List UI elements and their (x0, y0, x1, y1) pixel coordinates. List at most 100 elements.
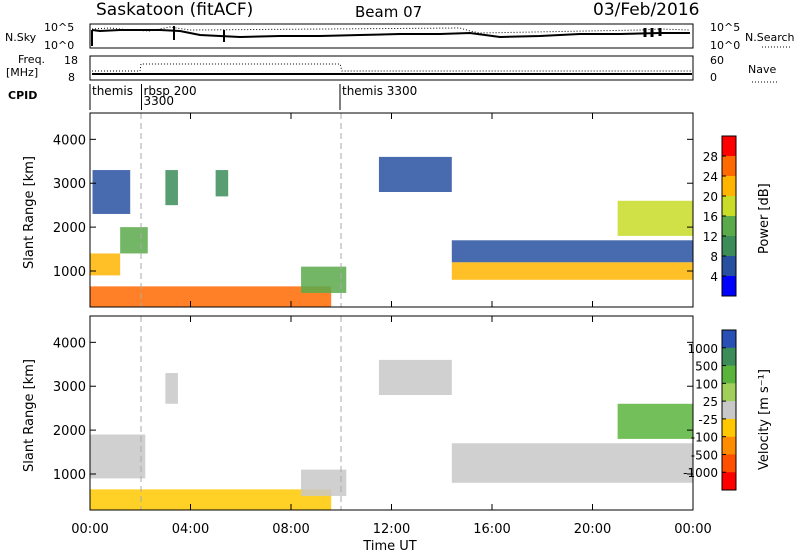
heatmap-region (451, 240, 693, 263)
freq-label-1: Freq. (18, 53, 45, 66)
x-tick-label: 16:00 (473, 522, 510, 537)
freq-label-2: [MHz] (6, 66, 38, 79)
heatmap-region (165, 170, 178, 206)
power-colorbar-segment (722, 216, 736, 237)
velocity-colorbar-tick-label: 1000 (687, 342, 718, 356)
velocity-colorbar-tick-label: -100 (691, 431, 718, 445)
power-data-regions (90, 156, 693, 307)
nsky-tick-top: 10^5 (44, 21, 74, 34)
velocity-y-tick-label: 1000 (53, 468, 86, 483)
heatmap-region (617, 403, 693, 439)
velocity-colorbar-tick-label: -25 (698, 413, 718, 427)
nave-tick-top: 60 (710, 54, 724, 67)
velocity-y-tick-label: 2000 (53, 424, 86, 439)
cpid-entry: 3300 (144, 94, 175, 108)
velocity-data-regions (90, 359, 693, 510)
heatmap-region (617, 200, 693, 236)
nave-tick-bottom: 0 (710, 71, 717, 84)
velocity-colorbar-segment (722, 330, 736, 349)
freq-panel (89, 55, 694, 81)
nsearch-label: N.Search (745, 31, 795, 44)
velocity-colorbar-segment (722, 454, 736, 473)
velocity-colorbar-tick-label: 100 (695, 377, 718, 391)
power-colorbar-segment (722, 156, 736, 177)
nsearch-trace (91, 26, 691, 34)
power-ylabel: Slant Range [km] (22, 156, 37, 269)
power-colorbar-segment (722, 196, 736, 217)
axes-ticks: 4000 3000 2000 1000 4000 3000 2000 1000 00:00 04:… (53, 113, 712, 537)
cpid-entry: rbsp 200 (144, 84, 197, 98)
power-colorbar-label: Power [dB] (757, 183, 772, 254)
power-colorbar-tick-label: 20 (703, 190, 718, 204)
velocity-colorbar-frame (721, 329, 737, 491)
power-colorbar: 28 24 20 16 12 8 4 (703, 135, 737, 297)
velocity-colorbar-tick-label: -500 (691, 448, 718, 462)
power-colorbar-segment (722, 136, 736, 157)
velocity-colorbar-segment (722, 472, 736, 491)
power-colorbar-tick-label: 4 (710, 270, 718, 284)
heatmap-region (90, 489, 332, 510)
heatmap-region (90, 253, 121, 276)
velocity-colorbar-segment (722, 365, 736, 384)
cpid-label: CPID (8, 89, 37, 102)
nave-label: Nave (748, 63, 776, 76)
heatmap-region (92, 170, 131, 214)
power-colorbar-tick-label: 12 (703, 230, 718, 244)
power-colorbar-tick-label: 8 (710, 250, 718, 264)
freq-tick-top: 18 (64, 54, 78, 67)
velocity-colorbar-tick-label: 500 (695, 360, 718, 374)
power-colorbar-segment (722, 236, 736, 257)
cpid-entry: themis 3300 (342, 84, 417, 98)
nsky-trace (91, 29, 690, 39)
x-tick-label: 20:00 (574, 522, 611, 537)
velocity-y-tick-label: 4000 (53, 336, 86, 351)
power-colorbar-segment (722, 256, 736, 277)
heatmap-region (378, 359, 452, 396)
x-tick-label: 00:00 (71, 522, 108, 537)
nsearch-tick-bottom: 10^0 (710, 39, 740, 52)
velocity-colorbar: 1000 500 100 25 -25 -100 -500 -1000 (683, 329, 737, 491)
nsky-panel (89, 23, 694, 49)
velocity-panel: Slant Range [km] (22, 315, 694, 511)
power-y-tick-label: 4000 (53, 133, 86, 148)
heatmap-region (120, 227, 148, 254)
velocity-ylabel: Slant Range [km] (22, 359, 37, 472)
power-colorbar-segment (722, 276, 736, 297)
velocity-colorbar-segment (722, 436, 736, 455)
freq-tick-bottom: 8 (68, 71, 75, 84)
cpid-entry: themis (92, 84, 133, 98)
nsky-tick-bottom: 10^0 (44, 39, 74, 52)
power-colorbar-tick-label: 28 (703, 150, 718, 164)
velocity-colorbar-tick-label: 25 (703, 395, 718, 409)
power-colorbar-tick-label: 24 (703, 170, 718, 184)
velocity-colorbar-tick-label: -1000 (683, 466, 718, 480)
velocity-colorbar-segment (722, 418, 736, 438)
heatmap-region (378, 156, 452, 193)
date-title: 03/Feb/2016 (593, 0, 699, 20)
x-tick-label: 00:00 (674, 522, 711, 537)
x-tick-label: 12:00 (373, 522, 410, 537)
heatmap-region (90, 286, 332, 307)
power-y-tick-label: 2000 (53, 221, 86, 236)
heatmap-region (301, 266, 347, 293)
power-panel: Slant Range [km] (22, 112, 694, 308)
x-tick-label: 08:00 (272, 522, 309, 537)
power-y-tick-label: 1000 (53, 265, 86, 280)
velocity-colorbar-label: Velocity [m s⁻¹] (757, 369, 772, 470)
nsky-label: N.Sky (5, 31, 37, 44)
station-title: Saskatoon (fitACF) (96, 0, 253, 20)
velocity-colorbar-segment (722, 401, 736, 420)
heatmap-region (451, 443, 693, 483)
velocity-colorbar-segment (722, 383, 736, 402)
power-colorbar-segment (722, 176, 736, 197)
heatmap-region (215, 170, 229, 197)
velocity-y-tick-label: 3000 (53, 380, 86, 395)
power-colorbar-tick-label: 16 (703, 210, 718, 224)
heatmap-region (90, 434, 146, 479)
heatmap-region (165, 373, 178, 404)
nsearch-tick-top: 10^5 (710, 21, 740, 34)
nave-trace (92, 63, 692, 72)
power-y-tick-label: 3000 (53, 177, 86, 192)
